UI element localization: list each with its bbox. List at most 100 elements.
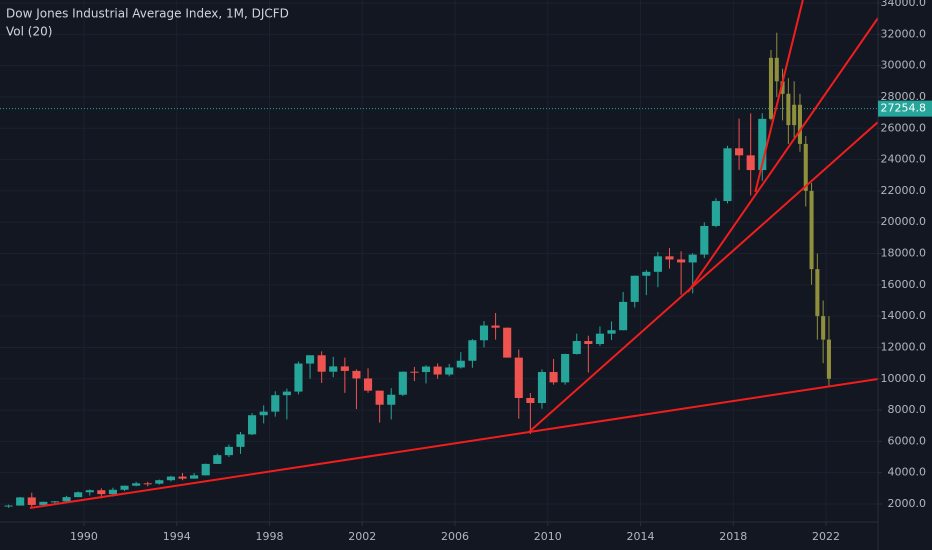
candle-body: [677, 259, 686, 263]
candle-body: [815, 269, 820, 317]
candle-body: [155, 480, 164, 484]
trendline: [528, 121, 878, 433]
candle-body: [329, 366, 338, 372]
candle-body: [375, 390, 384, 405]
y-tick-label: 6000.0: [888, 434, 927, 447]
candle-body: [352, 370, 361, 379]
candle-body: [50, 501, 60, 503]
y-tick-label: 26000.0: [881, 121, 927, 134]
candle-body: [735, 148, 744, 156]
candle-body: [809, 190, 814, 270]
x-tick-label: 2022: [812, 530, 840, 543]
candle-body: [213, 455, 222, 464]
candle-body: [340, 366, 349, 371]
candle-body: [259, 411, 268, 416]
x-tick-label: 1994: [163, 530, 191, 543]
candle-body: [723, 148, 732, 202]
candle-body: [758, 118, 767, 171]
candle-body: [630, 275, 639, 302]
candle-body: [85, 490, 94, 493]
y-tick-label: 30000.0: [881, 59, 927, 72]
x-tick-label: 2006: [441, 530, 469, 543]
candle-body: [503, 327, 512, 358]
candle-body: [665, 256, 674, 260]
candle-body: [688, 254, 697, 263]
candle-body: [108, 489, 117, 495]
candle-body: [27, 497, 36, 505]
candle-body: [97, 490, 106, 495]
axes: 2000.0 4000.0 6000.0 8000.0 10000.0 12000.0 14…: [70, 0, 932, 543]
chart-subtitle: Vol (20): [6, 25, 52, 39]
y-tick-label: 14000.0: [881, 309, 927, 322]
candle-body: [120, 485, 129, 490]
candle-body: [410, 371, 419, 373]
candle-body: [387, 394, 396, 405]
y-tick-label: 16000.0: [881, 278, 927, 291]
candle-body: [224, 446, 233, 456]
candle-body: [306, 355, 315, 364]
candle-body: [768, 57, 774, 119]
candle-body: [561, 354, 570, 383]
x-tick-label: 2014: [627, 530, 655, 543]
last-price-box: [878, 100, 932, 117]
candle-body: [143, 483, 152, 485]
x-tick-label: 2002: [348, 530, 376, 543]
y-tick-label: 18000.0: [881, 247, 927, 260]
candle-body: [826, 339, 831, 379]
y-tick-label: 20000.0: [881, 215, 927, 228]
y-tick-label: 8000.0: [888, 403, 927, 416]
x-tick-label: 1998: [255, 530, 283, 543]
y-tick-label: 2000.0: [888, 497, 927, 510]
trendline: [754, 0, 804, 193]
candle-body: [468, 340, 477, 361]
candle-body: [421, 366, 431, 373]
candle-body: [62, 497, 71, 502]
candle-body: [803, 143, 808, 191]
candle-body: [236, 434, 245, 447]
chart-title: Dow Jones Industrial Average Index, 1M, …: [6, 7, 289, 21]
candle-body: [433, 366, 442, 375]
candle-body: [317, 355, 326, 372]
candle-body: [39, 501, 48, 505]
last-price-label: 27254.8: [881, 102, 927, 115]
candle-body: [363, 378, 373, 391]
candle-body: [178, 476, 187, 479]
candle-body: [526, 398, 535, 404]
candle-body: [398, 371, 407, 395]
candle-body: [595, 333, 605, 344]
y-tick-label: 24000.0: [881, 153, 927, 166]
candle-body: [711, 201, 720, 226]
y-tick-label: 34000.0: [881, 0, 927, 9]
grid: [0, 0, 878, 522]
y-tick-label: 4000.0: [888, 466, 927, 479]
candle-body: [445, 367, 454, 375]
y-tick-label: 32000.0: [881, 27, 927, 40]
candle-body: [821, 316, 826, 340]
candle-body: [74, 492, 83, 498]
candle-body: [248, 415, 257, 435]
y-tick-label: 12000.0: [881, 340, 927, 353]
x-tick-label: 1990: [70, 530, 98, 543]
candle-body: [792, 104, 797, 126]
x-tick-label: 2018: [719, 530, 747, 543]
candle-body: [619, 301, 628, 331]
x-tick-label: 2010: [534, 530, 562, 543]
y-tick-label: 10000.0: [881, 372, 927, 385]
y-tick-label: 28000.0: [881, 90, 927, 103]
candle-body: [201, 463, 210, 476]
candle-body: [491, 325, 500, 328]
candle-body: [572, 341, 581, 355]
candle-body: [797, 104, 802, 144]
candle-body: [456, 360, 465, 368]
candle-body: [16, 497, 25, 506]
candle-body: [549, 372, 558, 383]
trendline: [687, 17, 878, 293]
candle-body: [584, 341, 593, 344]
candle-body: [642, 271, 651, 276]
candle-body: [514, 357, 523, 399]
candle-body: [780, 81, 785, 94]
candle-body: [537, 372, 547, 404]
candle-body: [132, 483, 141, 486]
